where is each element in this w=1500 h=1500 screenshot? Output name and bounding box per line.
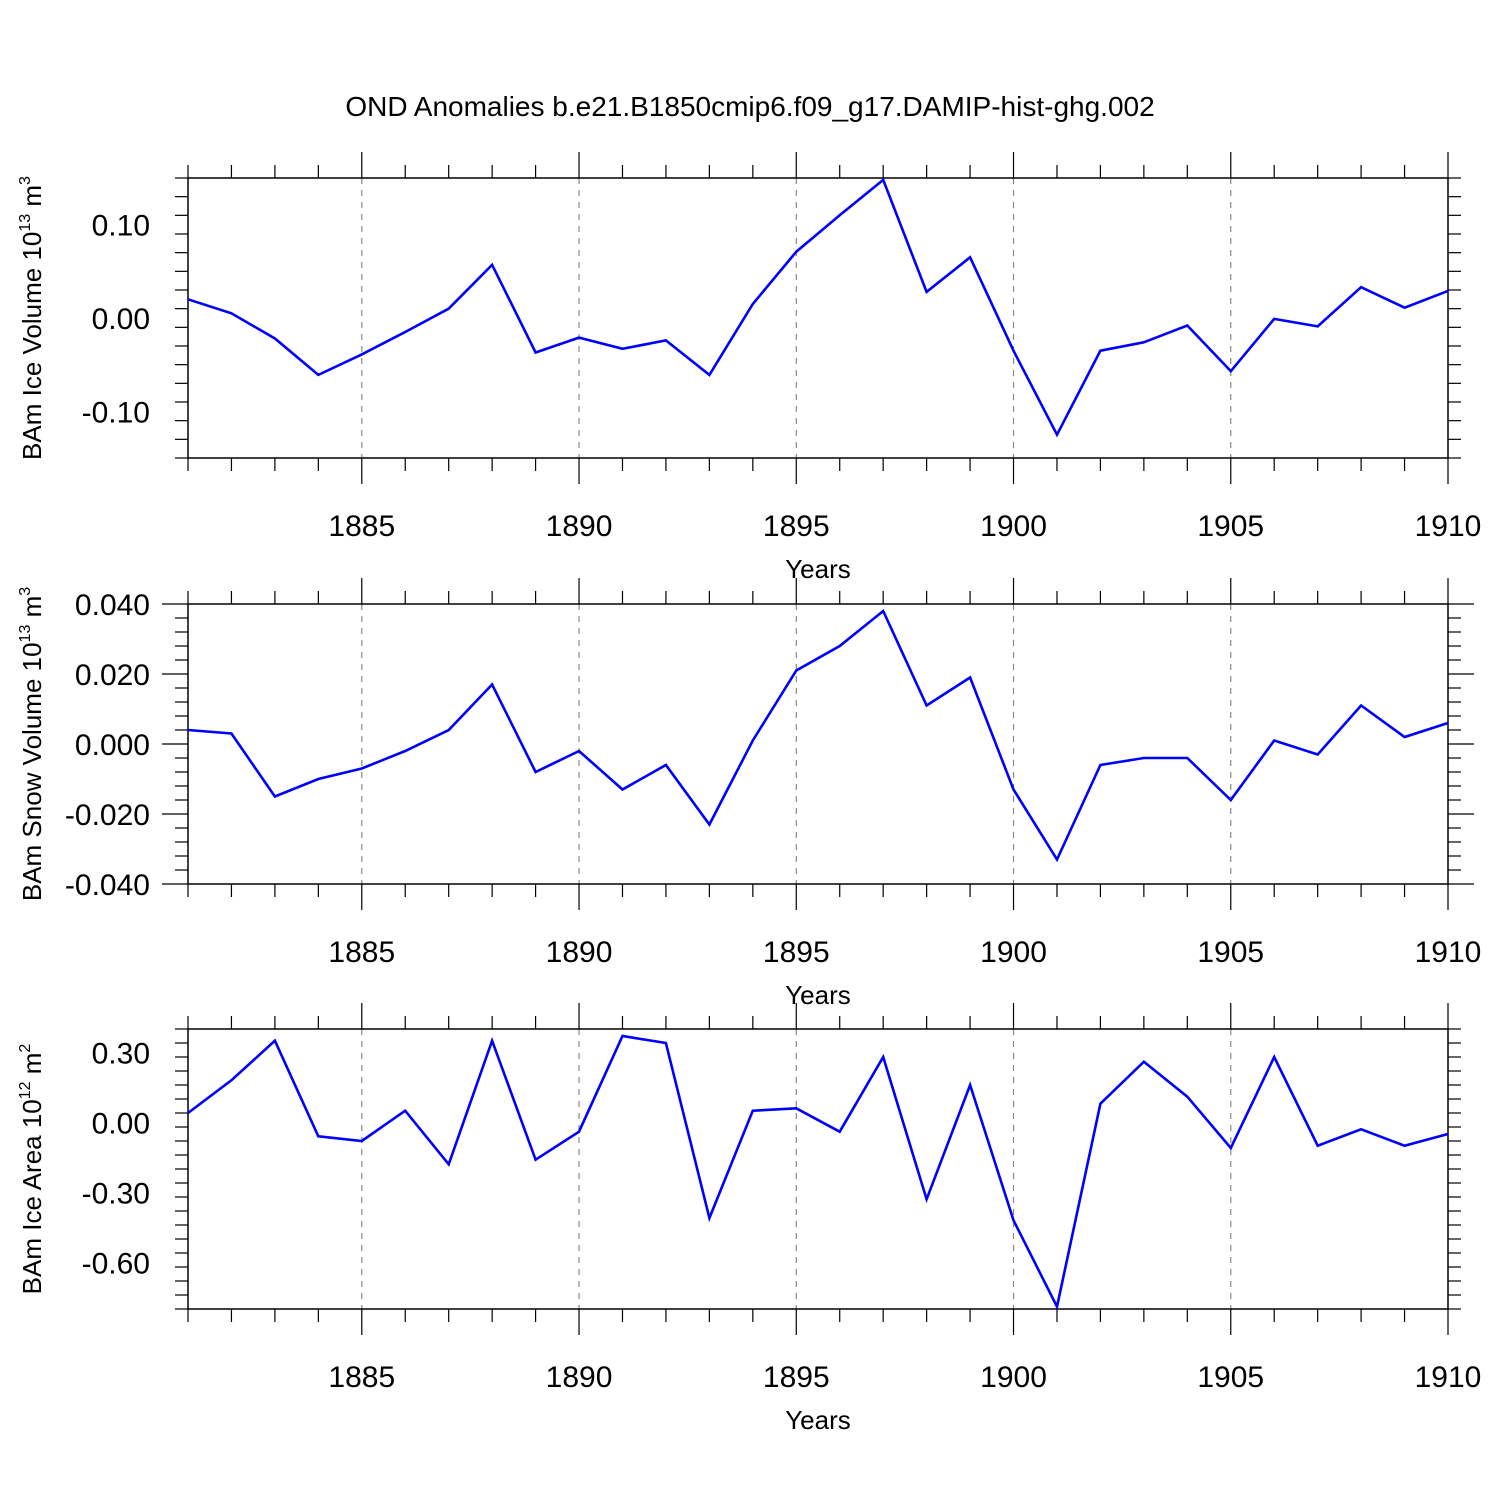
x-tick-label: 1905 [1197,1361,1264,1394]
y-tick-label: 0.020 [75,659,150,692]
y-tick-label: -0.020 [65,799,150,832]
x-tick-label: 1900 [980,1361,1047,1394]
x-tick-label: 1895 [763,936,830,969]
x-tick-label: 1910 [1415,936,1482,969]
chart-title: OND Anomalies b.e21.B1850cmip6.f09_g17.D… [345,91,1154,122]
y-tick-label: 0.000 [75,729,150,762]
chart-panel-1: -0.10 0.00 0.10 1885 1890 1895 1900 1905 1910 Yea… [17,152,1481,584]
y-tick-label: 0.30 [92,1037,150,1070]
chart-panels: -0.10 0.00 0.10 1885 1890 1895 1900 1905 1910 Yea… [17,152,1481,1435]
x-tick-label: 1885 [328,1361,395,1394]
y-tick-label: 0.040 [75,589,150,622]
y-tick-label: 0.10 [92,210,150,243]
y-tick-label: 0.00 [92,1107,150,1140]
x-tick-label: 1890 [546,936,613,969]
x-axis-label: Years [785,554,851,584]
x-tick-label: 1890 [546,510,613,543]
x-tick-label: 1900 [980,510,1047,543]
x-tick-label: 1910 [1415,510,1482,543]
series-line [187,1034,1449,1311]
chart-panel-2: -0.040 -0.020 0.000 0.020 0.040 1885 1890 1895 1… [17,578,1481,1010]
y-tick-label: -0.30 [82,1177,150,1210]
y-axis-label: BAm Ice Volume 1013 m3 [17,176,47,460]
x-tick-label: 1895 [763,510,830,543]
chart-panel-3: -0.60 -0.30 0.00 0.30 1885 1890 1895 1900 1905 19… [17,1003,1481,1435]
x-tick-label: 1885 [328,936,395,969]
y-tick-label: -0.60 [82,1247,150,1280]
x-tick-label: 1900 [980,936,1047,969]
y-axis-label: BAm Snow Volume 1013 m3 [17,587,47,901]
x-tick-label: 1890 [546,1361,613,1394]
x-tick-label: 1885 [328,510,395,543]
x-axis-label: Years [785,1405,851,1435]
y-axis-label: BAm Ice Area 1012 m2 [17,1044,47,1295]
plot-frame [187,1028,1449,1310]
series-line [187,608,1449,863]
y-tick-label: -0.10 [82,396,150,429]
x-axis-label: Years [785,980,851,1010]
series-line [187,177,1449,438]
x-tick-label: 1910 [1415,1361,1482,1394]
plot-frame [187,603,1449,885]
y-tick-label: 0.00 [92,303,150,336]
x-tick-label: 1905 [1197,510,1264,543]
y-tick-label: -0.040 [65,869,150,902]
x-tick-label: 1905 [1197,936,1264,969]
x-tick-label: 1895 [763,1361,830,1394]
plot-frame [187,177,1449,459]
